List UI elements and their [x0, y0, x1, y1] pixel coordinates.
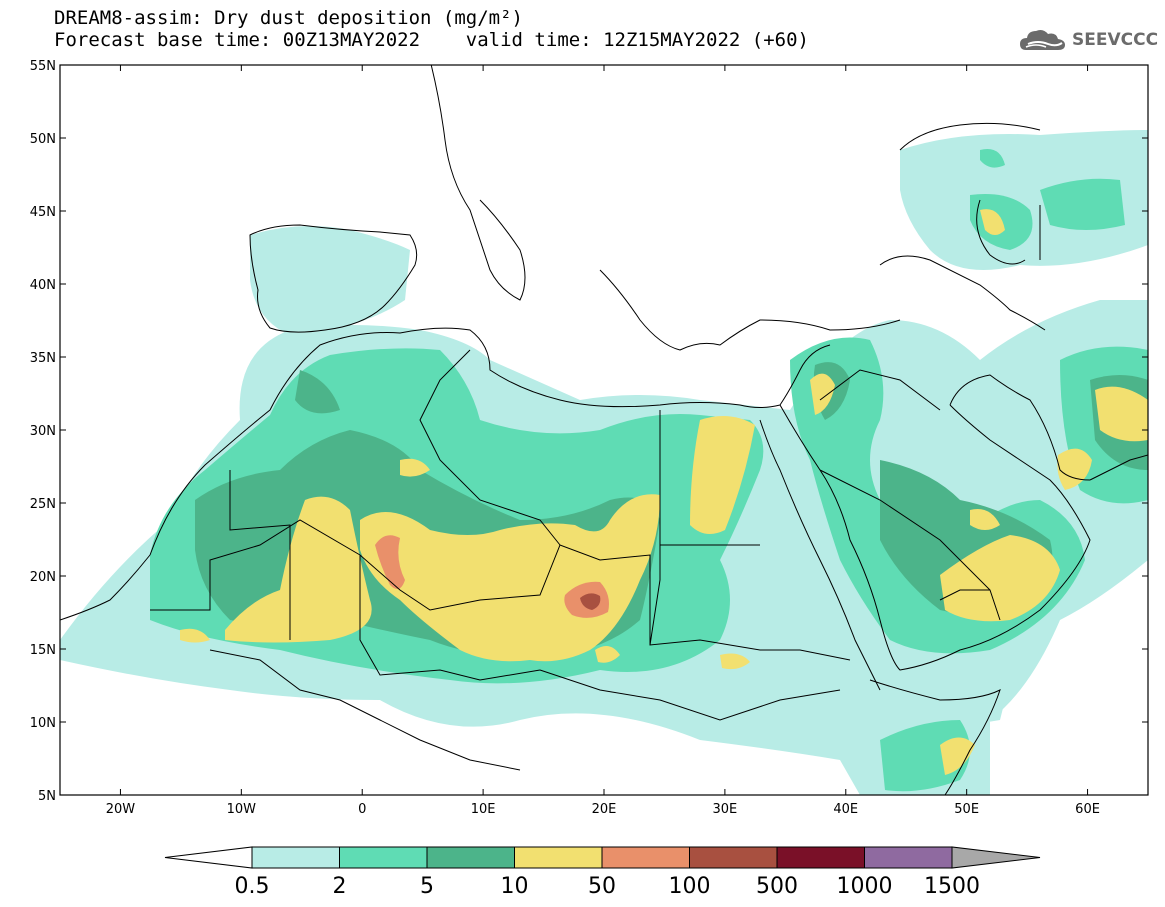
colorbar-label: 1500: [924, 874, 980, 899]
lon-label: 50E: [954, 802, 979, 817]
lon-label: 20E: [592, 802, 617, 817]
seevccc-logo: SEEVCCC: [1018, 26, 1158, 54]
colorbar-label: 500: [756, 874, 798, 899]
forecast-time-subtitle: Forecast base time: 00Z13MAY2022 valid t…: [54, 29, 809, 51]
colorbar-label: 10: [501, 874, 529, 899]
lon-label: 20W: [106, 802, 136, 817]
coastlines-and-borders: [60, 65, 1148, 795]
colorbar-segment: [601, 846, 690, 869]
lat-label: 10N: [30, 716, 56, 731]
colorbar-segment: [514, 846, 603, 869]
colorbar-segment: [776, 846, 865, 869]
colorbar-label: 1000: [837, 874, 893, 899]
lat-label: 45N: [30, 205, 56, 220]
cloud-icon: [1020, 30, 1065, 50]
lon-label: 30E: [713, 802, 738, 817]
colorbar-segment: [864, 846, 953, 869]
logo-text: SEEVCCC: [1072, 30, 1159, 50]
latitude-labels: 55N 50N 45N 40N 35N 30N 25N 20N 15N 10N 5N: [30, 59, 56, 804]
colorbar-label: 100: [669, 874, 711, 899]
colorbar-high-arrow: [951, 846, 1041, 869]
colorbar-low-arrow: [164, 846, 253, 869]
lat-label: 35N: [30, 351, 56, 366]
colorbar-segment: [426, 846, 515, 869]
contour-level-100: [580, 593, 601, 610]
lon-label: 0: [358, 802, 366, 817]
lat-label: 25N: [30, 497, 56, 512]
colorbar-segment: [251, 846, 340, 869]
colorbar-segment: [339, 846, 428, 869]
lon-label: 40E: [833, 802, 858, 817]
lon-label: 60E: [1075, 802, 1100, 817]
colorbar-segment: [689, 846, 778, 869]
lat-label: 5N: [38, 789, 56, 804]
lat-label: 55N: [30, 59, 56, 74]
lon-label: 10E: [471, 802, 496, 817]
lat-label: 20N: [30, 570, 56, 585]
lat-label: 40N: [30, 278, 56, 293]
colorbar-legend: 0.5 2 5 10 50 100 500 1000 1500: [164, 846, 1041, 899]
contour-level-10: [180, 209, 1148, 775]
colorbar-label: 2: [333, 874, 347, 899]
lat-label: 15N: [30, 643, 56, 658]
colorbar-label: 50: [588, 874, 616, 899]
lat-label: 50N: [30, 132, 56, 147]
axis-ticks: [60, 64, 1148, 796]
colorbar-label: 0.5: [235, 874, 270, 899]
longitude-labels: 20W 10W 0 10E 20E 30E 40E 50E 60E: [106, 802, 1100, 817]
lon-label: 10W: [227, 802, 257, 817]
lat-label: 30N: [30, 424, 56, 439]
colorbar-label: 5: [420, 874, 434, 899]
map-title: DREAM8-assim: Dry dust deposition (mg/m²…: [54, 7, 523, 29]
dust-contour-fill: [60, 130, 1148, 795]
